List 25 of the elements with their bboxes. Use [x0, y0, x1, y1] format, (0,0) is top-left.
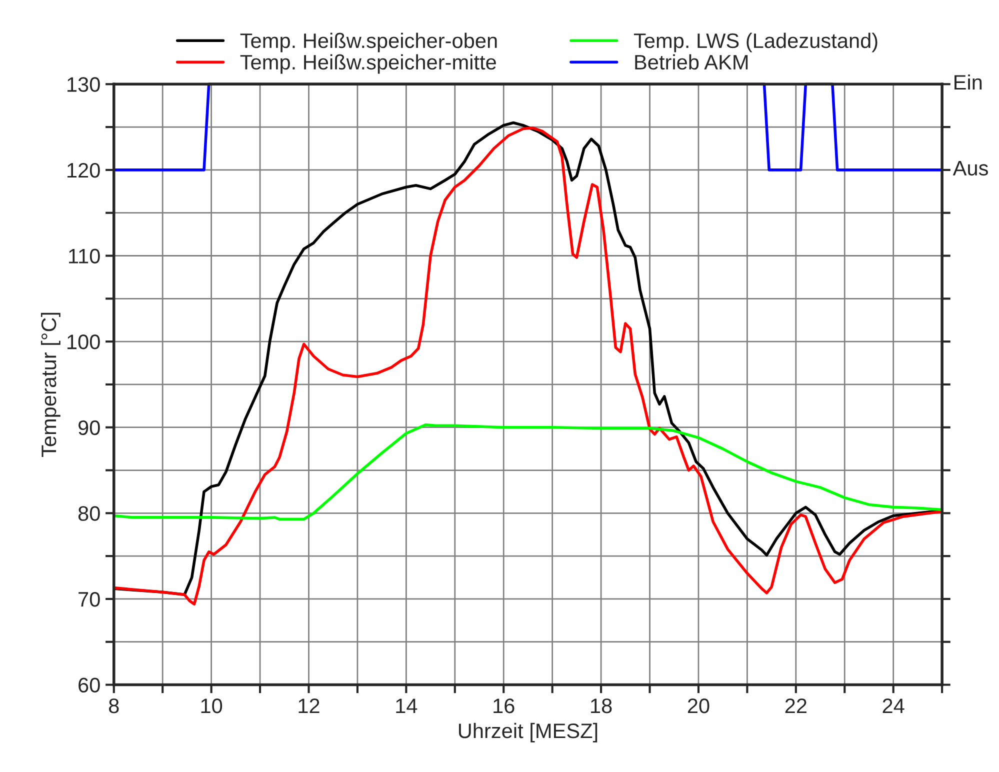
y-tick-label: 110 — [69, 248, 100, 264]
x-tick-label: 16 — [494, 698, 514, 714]
legend-label: Temp. Heißw.speicher-mitte — [240, 54, 496, 74]
legend-label: Temp. LWS (Ladezustand) — [634, 32, 878, 52]
y-tick-label: 60 — [78, 678, 100, 693]
x-tick-label: 10 — [201, 698, 222, 714]
x-tick-label: 8 — [109, 698, 119, 714]
y-tick-label: 80 — [78, 506, 100, 521]
x-axis-title: Uhrzeit [MESZ] — [458, 722, 598, 742]
legend-label: Temp. Heißw.speicher-oben — [240, 32, 497, 52]
x-tick-label: 20 — [688, 698, 710, 714]
x-tick-label: 12 — [298, 698, 320, 714]
text: Aus — [952, 161, 988, 176]
y-tick-label: 120 — [68, 162, 100, 178]
y-tick-label: 100 — [68, 334, 100, 350]
y-axis-title: Temperatur [°C] — [40, 312, 60, 458]
x-tick-label: 22 — [785, 698, 806, 714]
text: Ein — [954, 74, 982, 90]
y-tick-label: 70 — [78, 592, 100, 607]
x-tick-label: 18 — [591, 698, 612, 714]
y-tick-label: 90 — [78, 420, 100, 436]
y-tick-label: 130 — [68, 77, 100, 92]
legend-label: Betrieb AKM — [635, 54, 748, 70]
x-tick-label: 24 — [882, 698, 904, 714]
x-tick-label: 14 — [396, 698, 418, 714]
